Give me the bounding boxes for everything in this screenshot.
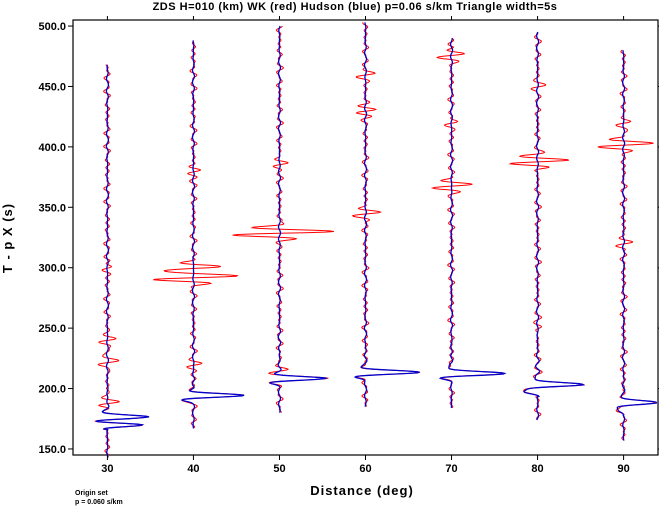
trace-80-wk-red xyxy=(508,31,585,421)
x-tick-label-40: 40 xyxy=(187,463,199,475)
trace-40-wk-red xyxy=(153,40,244,429)
y-axis-title: T - p X (s) xyxy=(0,203,15,273)
y-tick-label-450: 450.0 xyxy=(38,81,66,93)
y-tick-label-200: 200.0 xyxy=(38,384,66,396)
y-tick-label-500: 500.0 xyxy=(38,21,66,33)
x-tick-label-30: 30 xyxy=(101,463,113,475)
y-tick-label-300: 300.0 xyxy=(38,263,66,275)
trace-90-hudson-blue xyxy=(616,50,657,441)
x-tick-label-50: 50 xyxy=(273,463,285,475)
x-tick-label-60: 60 xyxy=(359,463,371,475)
trace-70-wk-red xyxy=(430,37,507,409)
x-tick-label-70: 70 xyxy=(445,463,457,475)
trace-70-hudson-blue xyxy=(438,37,507,409)
y-tick-label-250: 250.0 xyxy=(38,323,66,335)
ticks-layer: 30 40 50 60 70 80 90 150.0 200.0 250.0 300.0 350.0 4… xyxy=(38,16,659,475)
footer-origin-note: Origin set xyxy=(75,490,108,497)
x-tick-label-80: 80 xyxy=(531,463,543,475)
trace-80-hudson-blue xyxy=(523,31,586,421)
x-tick-label-90: 90 xyxy=(617,463,629,475)
chart-title: ZDS H=010 (km) WK (red) Hudson (blue) p=… xyxy=(153,1,558,13)
footer-ray-parameter: p = 0.060 s/km xyxy=(75,499,123,506)
x-axis-title: Distance (deg) xyxy=(310,483,414,498)
trace-40-hudson-blue xyxy=(180,40,245,429)
trace-50-wk-red xyxy=(232,25,334,413)
trace-50-hudson-blue xyxy=(268,25,327,413)
traces-layer xyxy=(94,22,657,458)
trace-90-wk-red xyxy=(597,49,656,441)
y-tick-label-350: 350.0 xyxy=(38,202,66,214)
trace-30-wk-red xyxy=(94,64,150,458)
trace-60-wk-red xyxy=(351,22,421,407)
y-tick-label-150: 150.0 xyxy=(38,444,66,456)
y-tick-label-400: 400.0 xyxy=(38,142,66,154)
trace-30-hudson-blue xyxy=(95,64,150,458)
trace-60-hudson-blue xyxy=(353,22,420,407)
